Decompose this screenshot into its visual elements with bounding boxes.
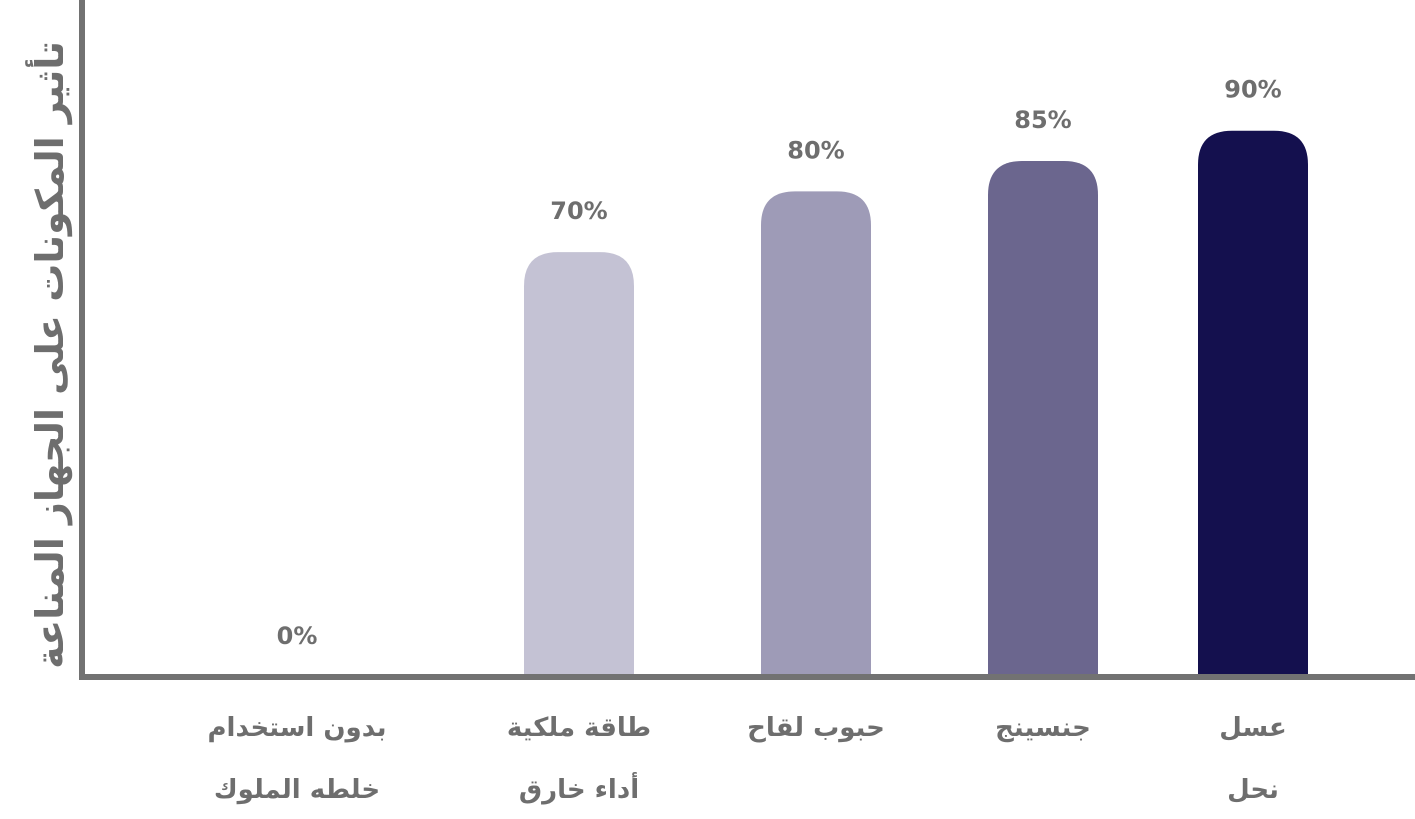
- bar-2: [524, 252, 634, 677]
- data-label-2: 70%: [550, 197, 607, 225]
- tick-label-5-line-2: نحل: [1227, 775, 1279, 805]
- bar-5: [1198, 130, 1308, 677]
- data-label-3: 80%: [787, 136, 844, 164]
- tick-label-4-line-1: جنسينج: [995, 713, 1091, 743]
- tick-label-5-line-1: عسل: [1219, 713, 1286, 743]
- tick-label-2-line-1: طاقة ملكية: [507, 713, 651, 743]
- value-labels-group: 0% 70% 80% 85% 90%: [277, 76, 1282, 650]
- tick-label-3-line-1: حبوب لقاح: [747, 713, 885, 743]
- data-label-5: 90%: [1224, 76, 1281, 104]
- tick-label-2-line-2: أداء خارق: [519, 772, 639, 805]
- y-axis-title: تأثير المكونات على الجهاز المناعة: [25, 41, 72, 669]
- tick-label-1-line-2: خلطه الملوك: [214, 775, 380, 805]
- bar-4: [988, 161, 1098, 678]
- tick-labels-group: بدون استخدام خلطه الملوك طاقة ملكية أداء خا…: [207, 713, 1286, 805]
- data-label-1: 0%: [277, 622, 318, 650]
- tick-label-1-line-1: بدون استخدام: [207, 713, 386, 743]
- bar-3: [761, 191, 871, 677]
- data-label-4: 85%: [1014, 106, 1071, 134]
- bars-group: [524, 130, 1308, 678]
